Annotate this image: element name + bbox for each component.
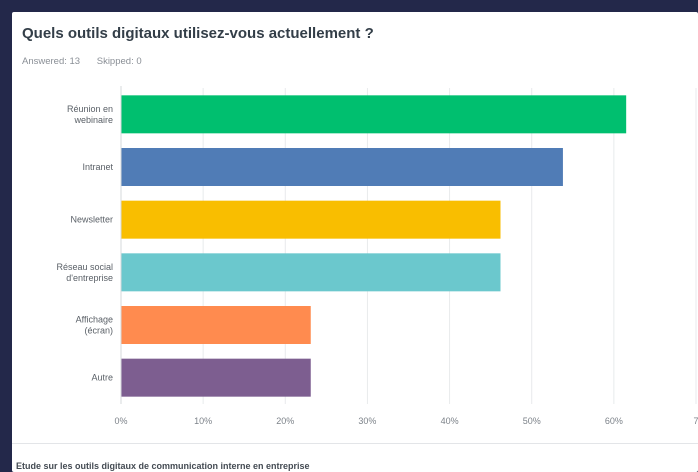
category-label: Newsletter	[70, 215, 113, 225]
category-label: Réseau social d'entreprise	[56, 262, 113, 283]
x-tick-label: 7	[693, 416, 698, 426]
x-tick-label: 10%	[194, 416, 212, 426]
survey-question-panel: Quels outils digitaux utilisez-vous actu…	[12, 12, 698, 472]
x-tick-label: 0%	[114, 416, 127, 426]
x-tick-label: 30%	[358, 416, 376, 426]
category-label: Réunion en webinaire	[67, 104, 113, 125]
response-counts: Answered: 13 Skipped: 0	[22, 56, 156, 67]
chart-caption: Etude sur les outils digitaux de communi…	[16, 461, 310, 471]
bar-chart: 0% 10% 20% 30% 40% 50% 60% 7 Réunion en webinaire…	[56, 86, 698, 426]
bar	[121, 358, 311, 397]
x-tick-label: 60%	[605, 416, 623, 426]
bar	[121, 148, 563, 186]
category-label: Affichage (écran)	[76, 315, 113, 336]
answered-count: Answered: 13	[22, 56, 81, 67]
bar	[121, 95, 627, 134]
skipped-count: Skipped: 0	[96, 56, 142, 67]
bar	[121, 200, 501, 239]
category-label: Intranet	[82, 162, 113, 172]
category-label: Autre	[91, 373, 113, 383]
footer-divider	[12, 443, 698, 444]
bar	[121, 306, 311, 344]
x-tick-label: 40%	[441, 416, 459, 426]
x-tick-label: 20%	[276, 416, 294, 426]
question-title: Quels outils digitaux utilisez-vous actu…	[22, 25, 374, 42]
x-tick-label: 50%	[523, 416, 541, 426]
bar	[121, 253, 501, 292]
